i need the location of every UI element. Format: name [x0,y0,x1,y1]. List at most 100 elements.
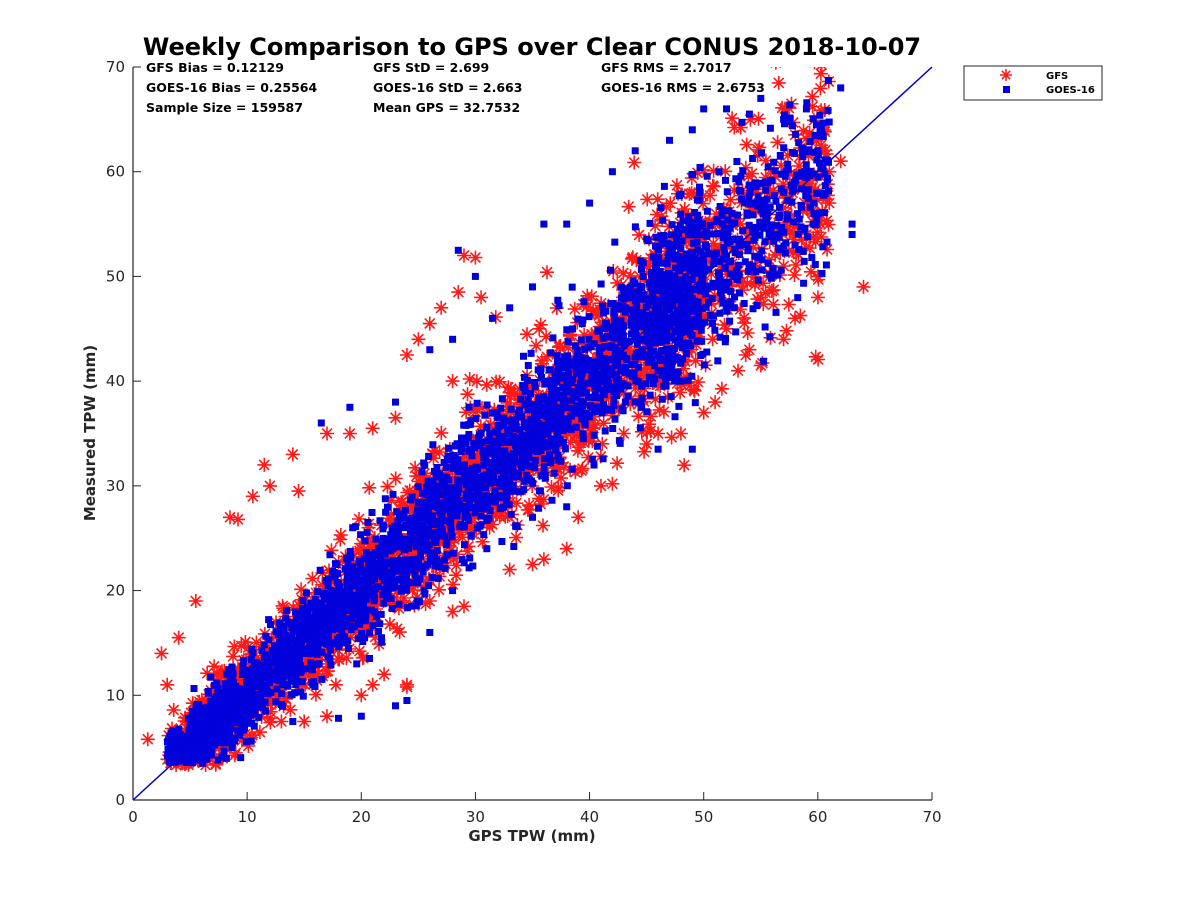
goes16-point [357,712,365,720]
gfs-point [422,594,437,608]
goes16-point [654,445,662,453]
gfs-point [776,332,791,347]
gfs-point [320,709,334,724]
gfs-point [462,372,477,386]
x-tick-label: 20 [352,808,371,826]
y-tick-label: 50 [106,267,125,285]
stat-goes16-std: GOES-16 StD = 2.663 [373,80,522,95]
goes16-point [289,718,297,725]
legend: GFS GOES-16 [963,65,1103,101]
goes16-point [506,304,514,312]
y-tick-label: 70 [106,58,125,76]
gfs-point [810,290,825,305]
gfs-point [810,269,825,284]
goes16-point [654,367,662,375]
goes16-point [802,105,810,113]
gfs-point [457,599,471,614]
y-tick-label: 0 [115,791,125,809]
gfs-point [822,196,837,211]
x-tick-label: 10 [238,808,257,826]
goes16-point [392,702,399,710]
goes16-point [403,697,411,704]
y-tick-label: 10 [106,686,125,704]
stat-sample-size: Sample Size = 159587 [146,100,303,115]
gfs-point [788,311,802,326]
goes16-point [837,84,845,92]
gfs-point [451,285,466,300]
goes16-point [563,503,571,511]
x-tick-label: 50 [694,808,713,826]
points-layer [140,67,871,773]
goes16-point [848,220,856,228]
x-axis-label: GPS TPW (mm) [468,827,595,845]
goes16-point [814,147,822,155]
gfs-point [365,677,380,692]
legend-goes16-label: GOES-16 [1046,85,1095,96]
gfs-point [257,457,272,472]
goes16-point [563,220,571,228]
goes16-point [688,445,696,453]
gfs-point [468,250,483,265]
gfs-point [399,679,414,694]
gfs-point [708,395,723,410]
stat-mean-gps: Mean GPS = 32.7532 [373,100,520,115]
goes16-point [677,377,685,385]
goes16-point [745,110,753,118]
gfs-point [651,426,666,441]
gfs-point [365,421,380,436]
goes16-point [757,94,765,102]
gfs-point [422,316,437,331]
goes16-point [471,272,479,280]
goes16-point [489,314,497,322]
stat-goes16-rms: GOES-16 RMS = 2.6753 [601,80,765,95]
stat-gfs-rms: GFS RMS = 2.7017 [601,60,732,75]
gfs-point [639,437,654,451]
gfs-point [753,358,768,373]
gfs-point [594,478,608,493]
gfs-point [263,478,277,493]
gfs-point [559,541,574,556]
goes16-point [454,246,462,254]
gfs-point [474,290,489,305]
gfs-point [297,714,312,729]
gfs-point [696,405,711,420]
goes16-point [586,199,594,207]
legend-goes16-marker [1003,86,1010,93]
goes16-point [631,147,639,155]
ticks-layer: 0 10 20 30 40 50 60 70 0 10 20 30 40 50 60 70 [106,58,942,826]
x-tick-label: 60 [808,808,827,826]
gfs-point [719,321,734,336]
gfs-point [411,332,426,347]
gfs-point [445,604,460,619]
y-axis-label: Measured TPW (mm) [81,345,99,521]
gfs-point [434,300,449,315]
gfs-point [833,154,848,169]
y-tick-label: 40 [106,372,125,390]
goes16-point [814,210,822,218]
gfs-point [742,342,757,357]
gfs-point [160,677,175,692]
gfs-point [285,447,300,462]
chart-title: Weekly Comparison to GPS over Clear CONU… [143,33,921,61]
goes16-point [540,220,548,228]
legend-box [963,65,1103,101]
goes16-point [631,398,639,406]
gfs-point [673,426,688,441]
gfs-point [274,714,289,729]
gfs-point [525,557,540,572]
gfs-point [536,552,551,567]
x-tick-label: 40 [580,808,599,826]
x-tick-label: 70 [922,808,941,826]
gfs-point [457,248,471,263]
y-tick-label: 30 [106,477,125,495]
goes16-point [666,136,673,144]
goes16-points [164,77,833,767]
gfs-point [354,688,369,703]
stat-goes16-bias: GOES-16 Bias = 0.25564 [146,80,317,95]
gfs-point [377,667,392,682]
goes16-point [346,403,354,411]
gfs-point [231,512,245,527]
goes16-point [723,105,730,113]
gfs-point [228,745,243,760]
